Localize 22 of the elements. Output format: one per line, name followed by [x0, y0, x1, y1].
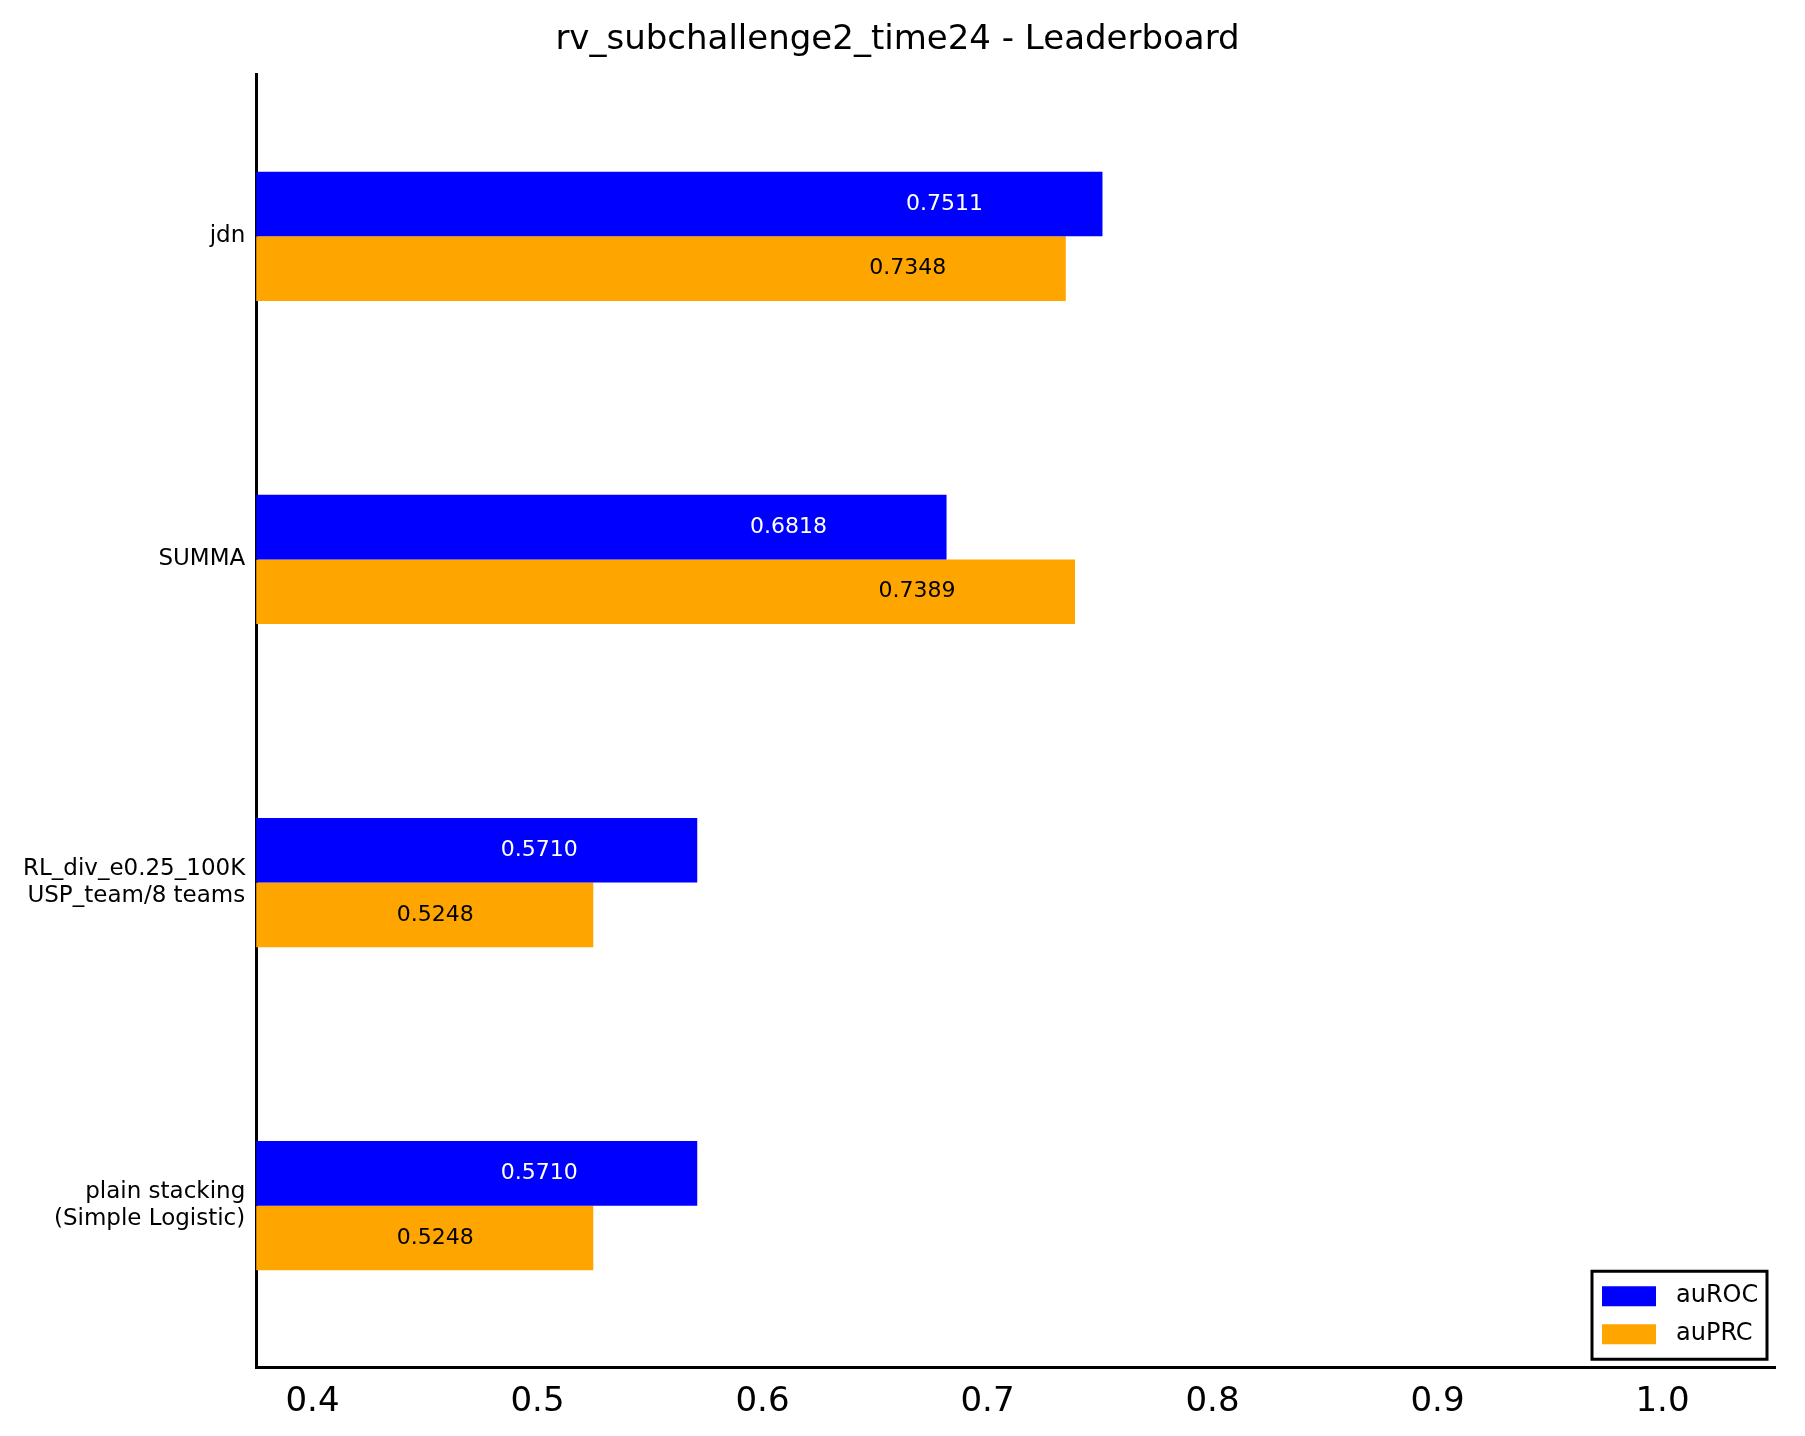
- data-label: 0.6818: [750, 512, 828, 538]
- x-tick-label: 0.5: [510, 1379, 565, 1420]
- data-label: 0.7348: [869, 254, 947, 280]
- x-tick-label: 0.4: [285, 1379, 340, 1420]
- data-label: 0.5710: [500, 835, 578, 861]
- x-tick-label: 0.6: [735, 1379, 790, 1420]
- legend-label: auROC: [1676, 1280, 1759, 1309]
- chart-title: rv_subchallenge2_time24 - Leaderboard: [555, 17, 1240, 58]
- data-label: 0.7389: [878, 577, 956, 603]
- data-label: 0.5710: [500, 1159, 578, 1185]
- x-tick-label: 0.7: [960, 1379, 1015, 1420]
- x-tick-label: 0.9: [1410, 1379, 1465, 1420]
- y-tick-label: RL_div_e0.25_100K USP_team/8 teams: [22, 853, 247, 908]
- data-label: 0.7511: [905, 189, 983, 215]
- y-tick-label: plain stacking (Simple Logistic): [53, 1176, 246, 1231]
- legend-label: auPRC: [1676, 1318, 1753, 1347]
- data-label: 0.5248: [396, 900, 474, 926]
- y-tick-label: SUMMA: [158, 544, 246, 571]
- y-tick-label: jdn: [208, 221, 246, 248]
- x-tick-label: 0.8: [1185, 1379, 1240, 1420]
- data-label: 0.5248: [396, 1223, 474, 1249]
- x-tick-label: 1.0: [1635, 1379, 1690, 1420]
